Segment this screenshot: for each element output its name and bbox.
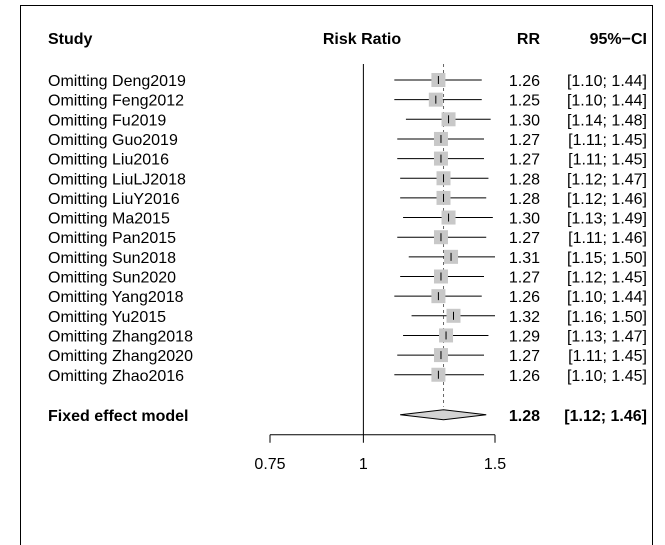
study-label: Omitting Yang2018 bbox=[48, 289, 184, 306]
x-tick-label: 1 bbox=[359, 456, 368, 473]
study-label: Omitting Sun2020 bbox=[48, 270, 176, 287]
pooled-ci-value: [1.12; 1.46] bbox=[564, 408, 647, 425]
rr-value: 1.30 bbox=[509, 211, 540, 228]
header-risk-ratio: Risk Ratio bbox=[323, 31, 401, 48]
study-label: Omitting LiuY2016 bbox=[48, 191, 180, 208]
x-tick-label: 1.5 bbox=[484, 456, 506, 473]
study-label: Omitting Sun2018 bbox=[48, 250, 176, 267]
study-label: Omitting Liu2016 bbox=[48, 152, 169, 169]
rr-value: 1.25 bbox=[509, 93, 540, 110]
pooled-rr-value: 1.28 bbox=[509, 408, 540, 425]
rr-value: 1.26 bbox=[509, 368, 540, 385]
ci-value: [1.10; 1.44] bbox=[567, 289, 647, 306]
rr-value: 1.30 bbox=[509, 112, 540, 129]
ci-value: [1.13; 1.47] bbox=[567, 328, 647, 345]
ci-value: [1.10; 1.44] bbox=[567, 93, 647, 110]
header-rr: RR bbox=[517, 31, 541, 48]
rr-value: 1.28 bbox=[509, 191, 540, 208]
ci-value: [1.12; 1.46] bbox=[567, 191, 647, 208]
rr-value: 1.31 bbox=[509, 250, 540, 267]
header-ci: 95%−CI bbox=[590, 31, 647, 48]
ci-value: [1.16; 1.50] bbox=[567, 309, 647, 326]
ci-value: [1.11; 1.45] bbox=[568, 132, 647, 149]
ci-value: [1.10; 1.45] bbox=[567, 368, 647, 385]
study-label: Omitting Zhao2016 bbox=[48, 368, 184, 385]
pooled-label: Fixed effect model bbox=[48, 408, 188, 425]
ci-value: [1.11; 1.45] bbox=[568, 348, 647, 365]
forest-plot: Study Risk Ratio RR 95%−CI Omitting Deng… bbox=[0, 0, 665, 534]
header-study: Study bbox=[48, 31, 93, 48]
rr-value: 1.26 bbox=[509, 73, 540, 90]
rr-value: 1.29 bbox=[509, 328, 540, 345]
rr-value: 1.28 bbox=[509, 171, 540, 188]
x-tick-label: 0.75 bbox=[254, 456, 285, 473]
study-label: Omitting Deng2019 bbox=[48, 73, 186, 90]
ci-value: [1.13; 1.49] bbox=[567, 211, 647, 228]
ci-value: [1.10; 1.44] bbox=[567, 73, 647, 90]
rr-value: 1.27 bbox=[509, 270, 540, 287]
ci-value: [1.15; 1.50] bbox=[567, 250, 647, 267]
study-label: Omitting LiuLJ2018 bbox=[48, 171, 186, 188]
study-label: Omitting Guo2019 bbox=[48, 132, 178, 149]
study-label: Omitting Zhang2020 bbox=[48, 348, 193, 365]
study-label: Omitting Yu2015 bbox=[48, 309, 166, 326]
study-label: Omitting Fu2019 bbox=[48, 112, 166, 129]
rr-value: 1.26 bbox=[509, 289, 540, 306]
ci-value: [1.11; 1.45] bbox=[568, 152, 647, 169]
ci-value: [1.12; 1.47] bbox=[567, 171, 647, 188]
rr-value: 1.32 bbox=[509, 309, 540, 326]
rr-value: 1.27 bbox=[509, 152, 540, 169]
study-label: Omitting Feng2012 bbox=[48, 93, 184, 110]
rr-value: 1.27 bbox=[509, 348, 540, 365]
study-label: Omitting Ma2015 bbox=[48, 211, 170, 228]
ci-value: [1.12; 1.45] bbox=[567, 270, 647, 287]
study-label: Omitting Zhang2018 bbox=[48, 328, 193, 345]
rr-value: 1.27 bbox=[509, 132, 540, 149]
rr-value: 1.27 bbox=[509, 230, 540, 247]
study-label: Omitting Pan2015 bbox=[48, 230, 176, 247]
ci-value: [1.11; 1.46] bbox=[568, 230, 647, 247]
pooled-diamond bbox=[400, 410, 486, 420]
ci-value: [1.14; 1.48] bbox=[567, 112, 647, 129]
